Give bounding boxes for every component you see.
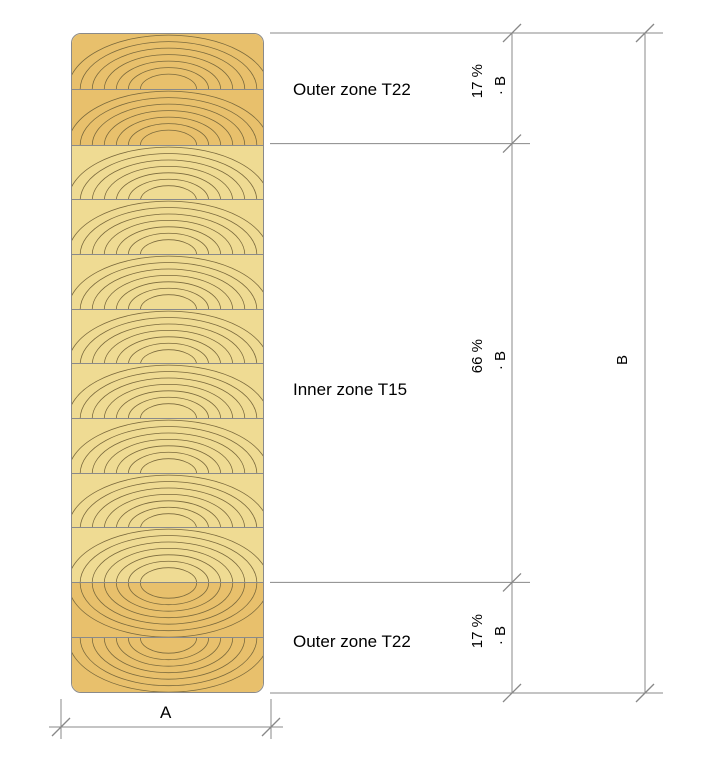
lamina-2 bbox=[72, 145, 263, 200]
lamina-4 bbox=[72, 254, 263, 309]
mid-zone-percent: 66 % bbox=[469, 339, 486, 373]
bot-zone-mult: · B bbox=[492, 626, 509, 645]
glulam-beam-cross-section bbox=[71, 33, 264, 693]
lamina-7 bbox=[72, 418, 263, 473]
lamina-8 bbox=[72, 473, 263, 528]
dimension-B-label: B bbox=[614, 355, 631, 365]
outer-zone-bottom-label: Outer zone T22 bbox=[293, 632, 411, 652]
lamina-0 bbox=[72, 34, 263, 89]
lamina-3 bbox=[72, 199, 263, 254]
lamina-11 bbox=[72, 637, 263, 692]
lamina-10 bbox=[72, 582, 263, 637]
outer-zone-top-label: Outer zone T22 bbox=[293, 80, 411, 100]
lamina-1 bbox=[72, 89, 263, 144]
lamina-5 bbox=[72, 309, 263, 364]
lamina-6 bbox=[72, 363, 263, 418]
top-zone-percent: 17 % bbox=[469, 64, 486, 98]
lamina-9 bbox=[72, 527, 263, 582]
bot-zone-percent: 17 % bbox=[469, 614, 486, 648]
top-zone-mult: · B bbox=[492, 76, 509, 95]
dimension-A-label: A bbox=[160, 703, 171, 723]
mid-zone-mult: · B bbox=[492, 351, 509, 370]
inner-zone-label: Inner zone T15 bbox=[293, 380, 407, 400]
